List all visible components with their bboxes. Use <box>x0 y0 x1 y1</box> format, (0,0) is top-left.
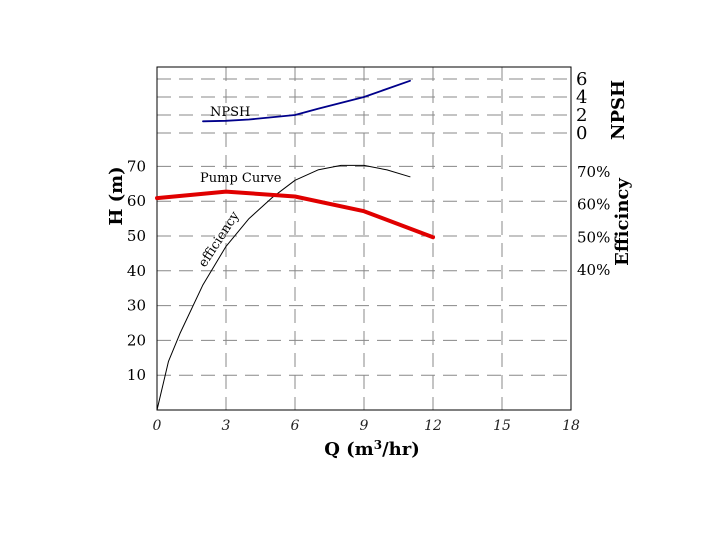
y-tick-label: 20 <box>127 331 146 349</box>
efficiency-tick-label: 40% <box>577 261 610 279</box>
npsh-tick-label: 4 <box>576 87 587 108</box>
y-tick-label: 70 <box>127 157 146 175</box>
pump-curve-label: Pump Curve <box>200 171 282 186</box>
efficiency-tick-label: 60% <box>577 196 610 214</box>
efficiency-axis-label: Efficincy <box>612 178 633 266</box>
npsh-axis-label: NPSH <box>608 80 629 140</box>
y-tick-label: 10 <box>127 366 146 384</box>
series-line-npsh <box>202 79 411 123</box>
x-tick-label: 6 <box>291 418 300 434</box>
series-layer <box>155 79 435 411</box>
series-line-pump-curve <box>156 164 411 411</box>
y-tick-label: 30 <box>127 297 146 315</box>
plot-frame <box>156 66 572 411</box>
npsh-tick-label: 0 <box>576 123 587 144</box>
x-tick-label: 18 <box>562 418 580 434</box>
y-axis-label: H (m) <box>106 166 127 225</box>
efficiency-tick-label: 50% <box>577 228 610 246</box>
x-tick-label: 9 <box>360 418 369 434</box>
y-tick-label: 40 <box>127 262 146 280</box>
x-tick-label: 3 <box>222 418 231 434</box>
y-tick-label: 60 <box>127 192 146 210</box>
npsh-tick-label: 6 <box>576 69 587 90</box>
y-tick-label: 50 <box>127 227 146 245</box>
npsh-tick-label: 2 <box>576 105 587 126</box>
series-line-efficiency <box>155 189 435 240</box>
x-tick-label: 0 <box>153 418 162 434</box>
efficiency-curve-label: efficiency <box>196 208 243 270</box>
x-tick-label: 12 <box>424 418 442 434</box>
efficiency-tick-label: 70% <box>577 163 610 181</box>
grid-lines <box>157 67 571 410</box>
x-axis-label: Q (m3/hr) <box>324 438 420 460</box>
x-tick-label: 15 <box>493 418 511 434</box>
npsh-curve-label: NPSH <box>210 105 250 120</box>
